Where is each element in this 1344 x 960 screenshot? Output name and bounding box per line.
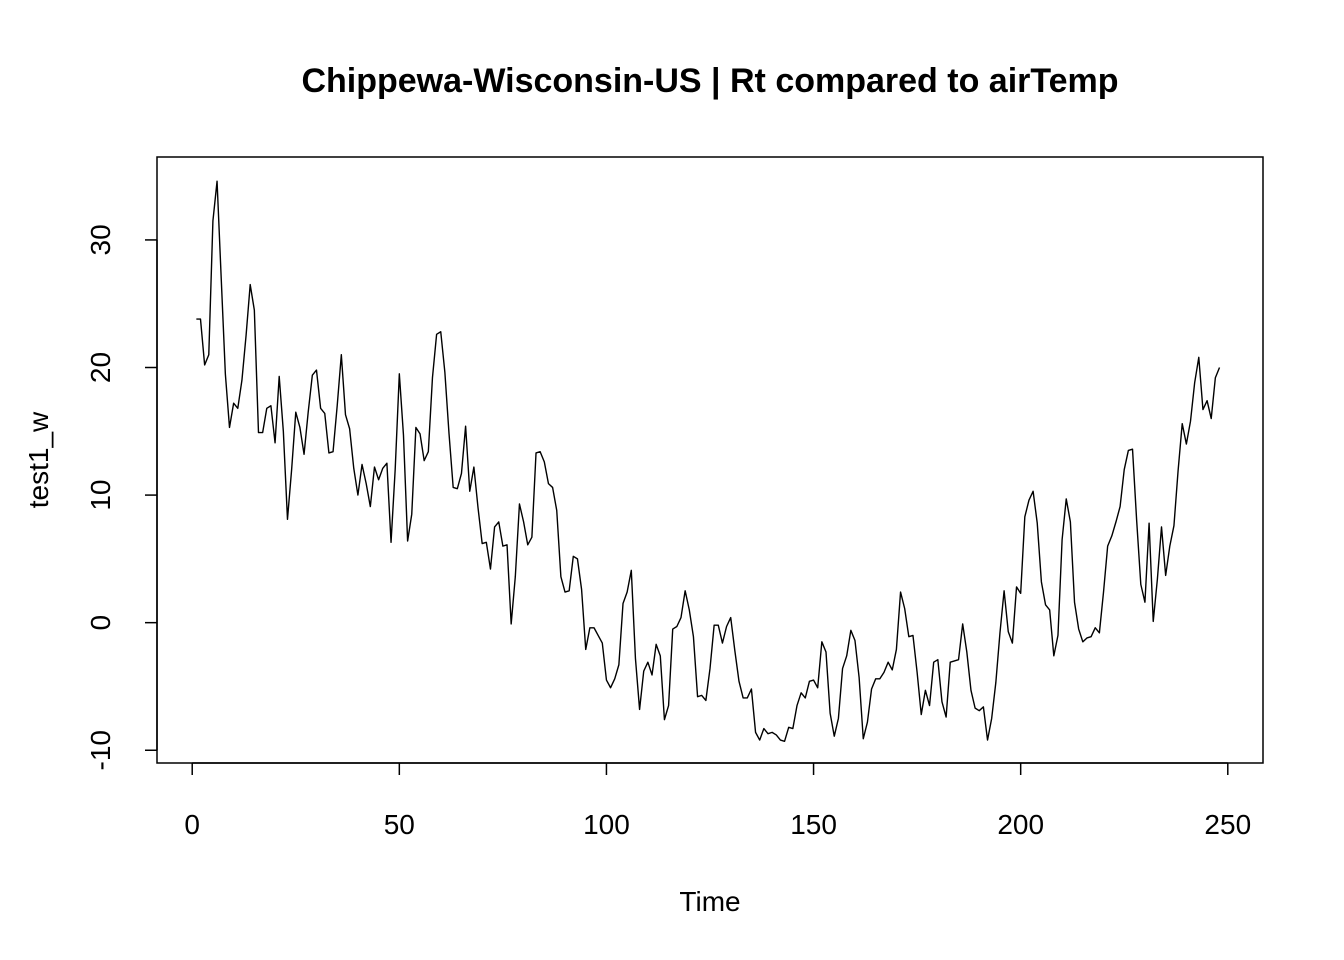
chart-title: Chippewa-Wisconsin-US | Rt compared to a… bbox=[301, 62, 1118, 100]
x-tick-label: 200 bbox=[997, 809, 1044, 840]
data-points bbox=[195, 180, 1221, 742]
y-tick-label: 0 bbox=[85, 615, 116, 631]
x-tick-label: 100 bbox=[583, 809, 630, 840]
x-tick-label: 0 bbox=[184, 809, 200, 840]
x-axis-label: Time bbox=[679, 886, 740, 917]
y-axis-label: test1_w bbox=[23, 411, 54, 508]
x-tick-label: 50 bbox=[384, 809, 415, 840]
y-tick-label: -10 bbox=[85, 730, 116, 770]
y-tick-label: 30 bbox=[85, 224, 116, 255]
x-axis: 0 50 100 150 200 250 bbox=[184, 762, 1251, 840]
series-line bbox=[196, 180, 1221, 743]
y-tick-label: 20 bbox=[85, 352, 116, 383]
x-tick-label: 250 bbox=[1204, 809, 1251, 840]
y-tick-label: 10 bbox=[85, 480, 116, 511]
y-axis: -10 0 10 20 30 bbox=[85, 224, 158, 770]
x-tick-label: 150 bbox=[790, 809, 837, 840]
